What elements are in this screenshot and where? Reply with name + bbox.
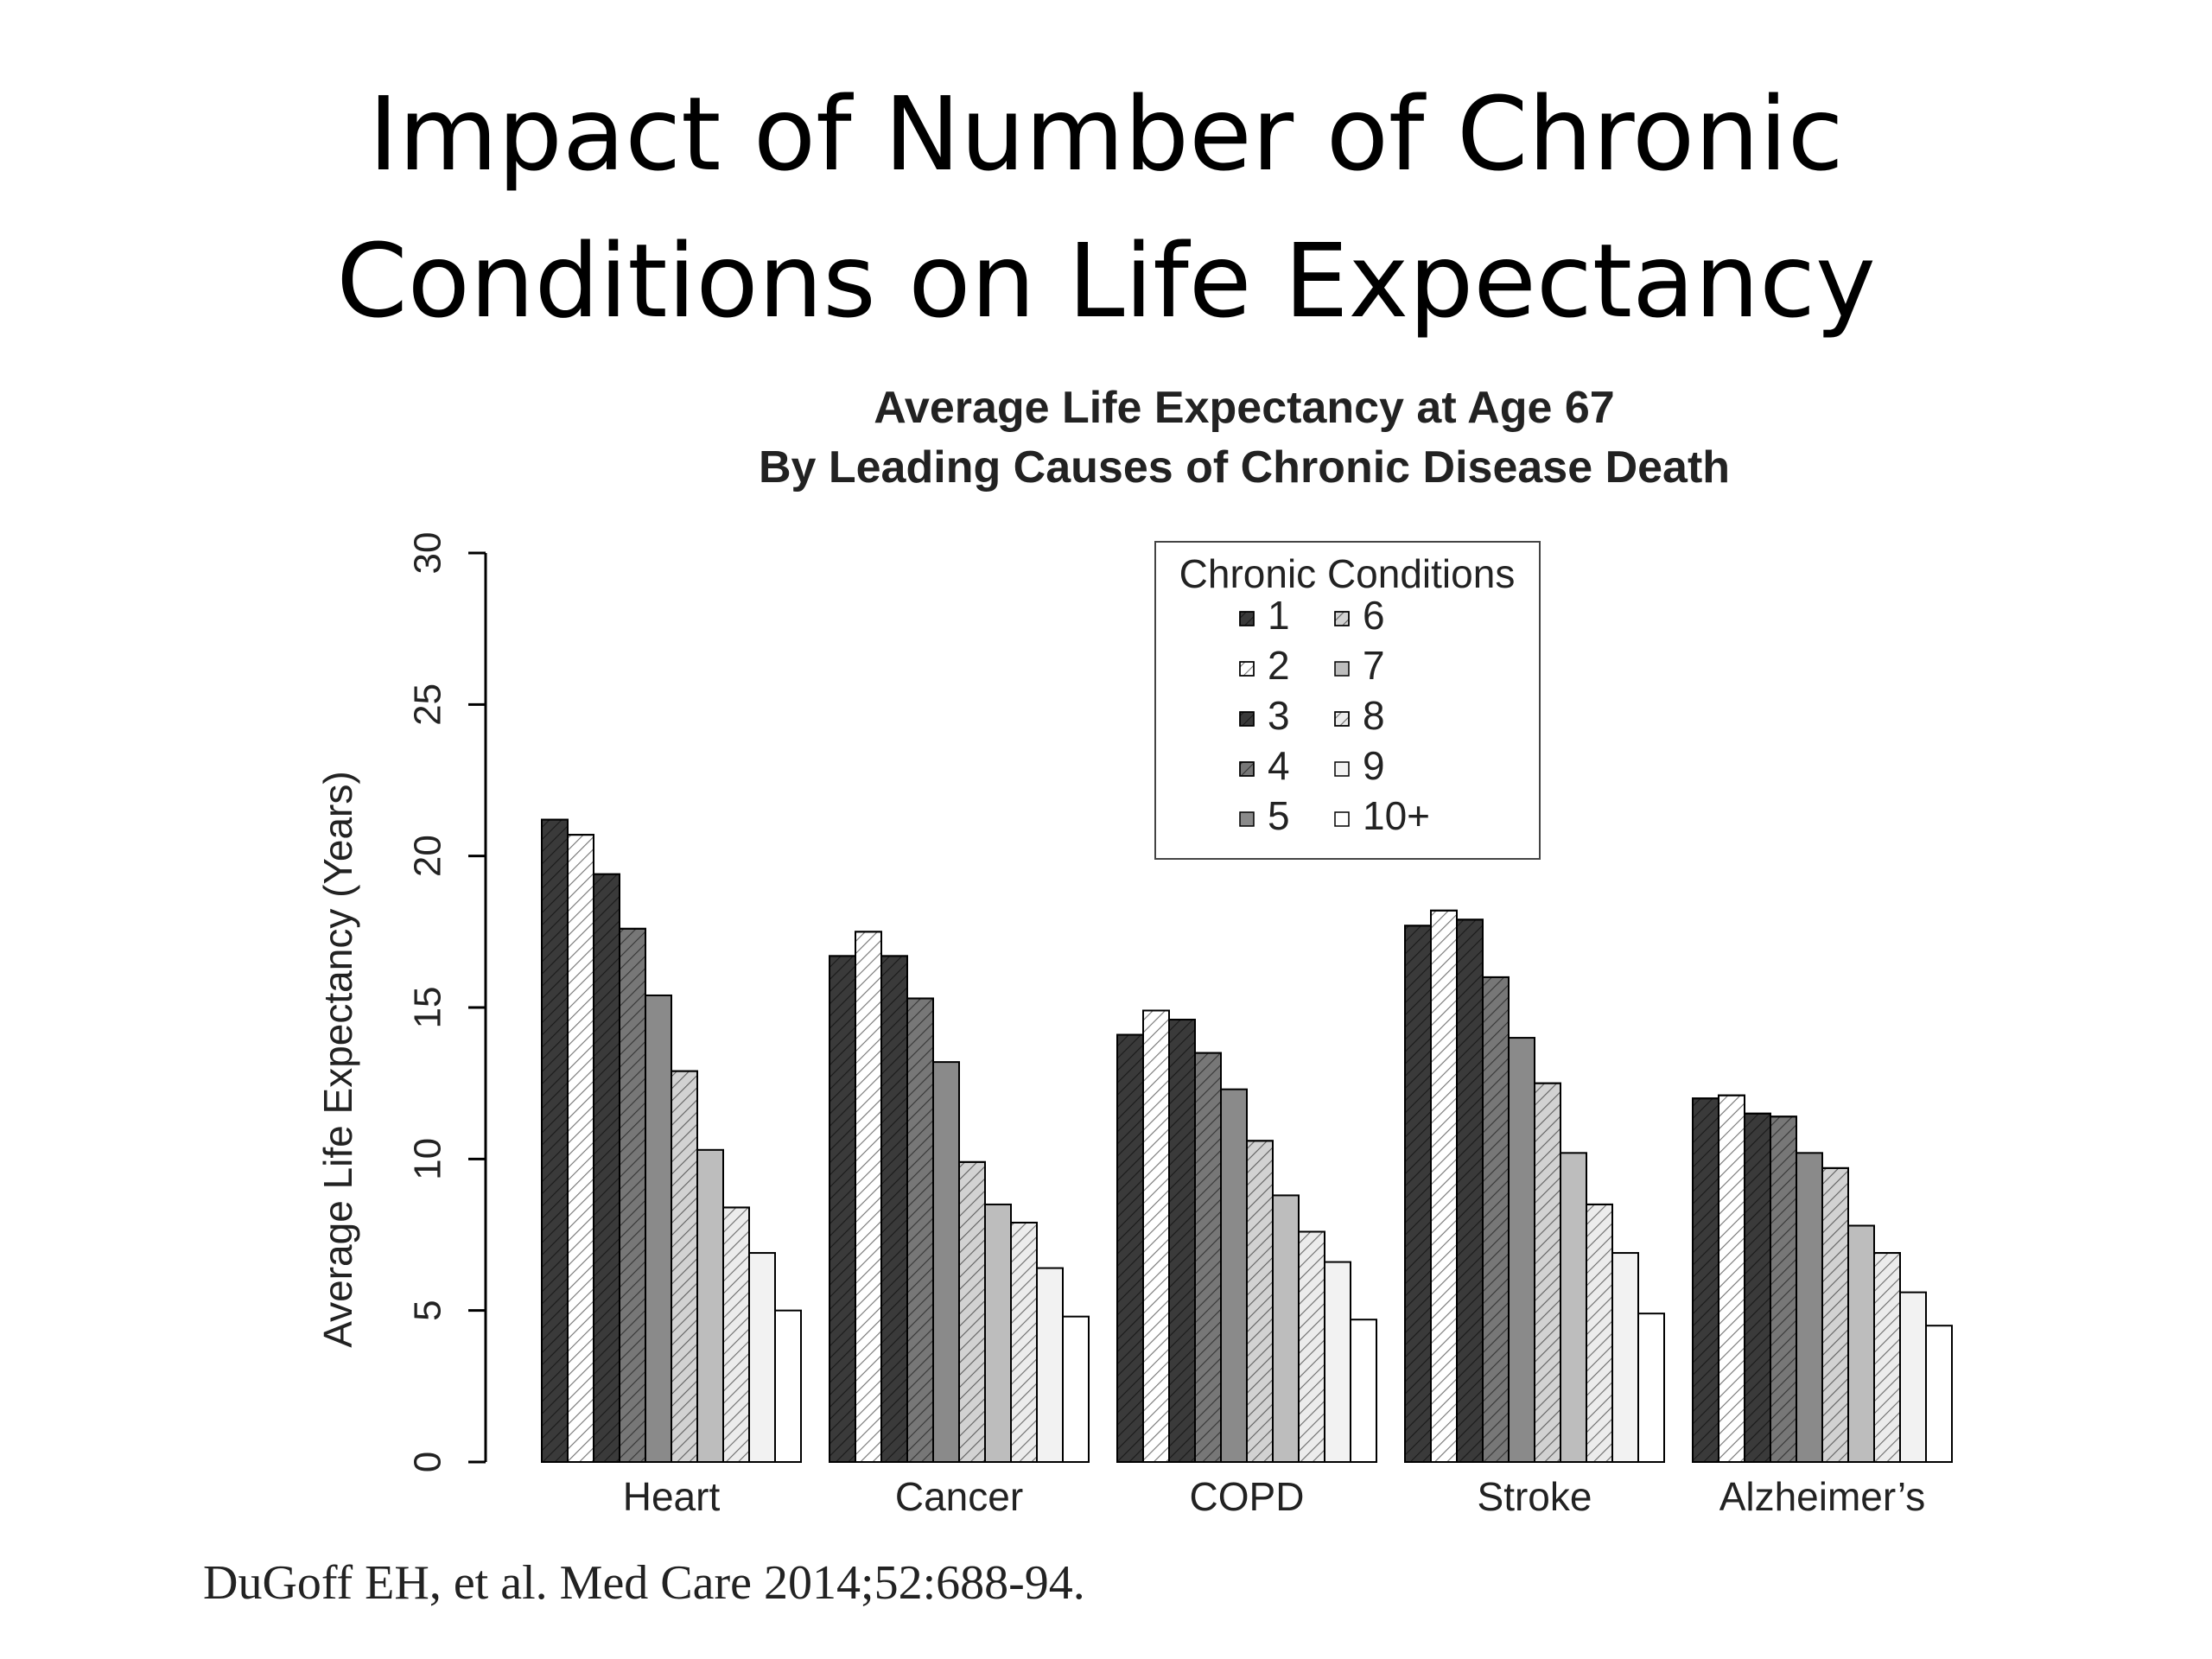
bar-copd-9 [1324,1261,1351,1464]
legend-label: 10+ [1363,793,1430,838]
x-axis: Heart Cancer COPD Stroke Alzheimer’s [623,1474,1926,1519]
bar-hatch-overlay [1298,1230,1325,1463]
legend-label: 5 [1268,793,1290,838]
bar-heart-5 [645,994,672,1464]
legend-label: 7 [1363,643,1385,688]
bar-hatch-overlay [1142,1009,1170,1464]
slide-title: Impact of Number of Chronic Conditions o… [0,60,2212,354]
x-category-label: Cancer [895,1474,1023,1519]
bar-heart-9 [748,1252,776,1464]
bar-hatch-overlay [1482,976,1510,1463]
bar-copd-7 [1272,1194,1300,1463]
y-tick-label: 0 [407,1452,449,1472]
bar-cancer-9 [1036,1267,1064,1464]
legend-label: 8 [1363,693,1385,738]
x-category-label: COPD [1190,1474,1305,1519]
legend-box [1154,541,1541,860]
bar-stroke-7 [1560,1152,1587,1463]
legend-swatch-hatch [1239,711,1255,727]
bar-stroke-5 [1508,1037,1535,1463]
legend-label: 3 [1268,693,1290,738]
bar-alzheimers-5 [1796,1152,1823,1463]
x-category-label: Heart [623,1474,721,1519]
bar-hatch-overlay [829,955,856,1464]
y-tick-label: 25 [407,683,449,726]
bar-hatch-overlay [722,1206,750,1463]
bar-cancer-10plus [1062,1315,1090,1464]
bar-hatch-overlay [1194,1052,1222,1463]
bar-stroke-10plus [1637,1313,1665,1463]
legend-swatch-hatch [1239,761,1255,777]
bar-hatch-overlay [880,955,908,1464]
bars-group [541,818,1953,1464]
legend-swatch-hatch [1239,611,1255,626]
x-category-label: Alzheimer’s [1719,1474,1926,1519]
legend-label: 2 [1268,643,1290,688]
legend-swatch [1334,761,1350,777]
y-tick-label: 30 [407,532,449,575]
bar-hatch-overlay [593,873,620,1463]
bar-hatch-overlay [1692,1097,1719,1463]
bar-heart-10plus [774,1309,802,1463]
slide-title-line-1: Impact of Number of Chronic [368,74,1844,194]
legend-label: 4 [1268,743,1290,788]
bar-hatch-overlay [1534,1082,1561,1463]
bar-hatch-overlay [1744,1112,1771,1463]
bar-hatch-overlay [541,818,569,1463]
bar-copd-10plus [1350,1319,1377,1463]
bar-copd-5 [1220,1088,1248,1464]
chart-title: Average Life Expectancy at Age 67 By Lea… [622,378,1866,498]
bar-hatch-overlay [619,927,646,1463]
bar-alzheimers-9 [1899,1291,1927,1464]
y-tick-label: 5 [407,1300,449,1320]
bar-cancer-5 [932,1061,960,1463]
y-tick-label: 20 [407,835,449,877]
bar-hatch-overlay [1246,1140,1274,1463]
bar-hatch-overlay [855,931,882,1464]
bar-hatch-overlay [1404,925,1432,1463]
bar-alzheimers-7 [1847,1224,1875,1463]
legend-title: Chronic Conditions [1179,551,1516,596]
legend-label: 1 [1268,593,1290,638]
bar-hatch-overlay [1770,1116,1797,1463]
legend-label: 9 [1363,743,1385,788]
y-axis-label: Average Life Expectancy (Years) [315,771,360,1347]
y-tick-label: 10 [407,1138,449,1180]
bar-hatch-overlay [1873,1252,1901,1464]
citation: DuGoff EH, et al. Med Care 2014;52:688-9… [203,1556,1085,1610]
bar-hatch-overlay [1456,918,1484,1463]
bar-hatch-overlay [906,997,934,1463]
x-category-label: Stroke [1478,1474,1592,1519]
bar-hatch-overlay [1586,1203,1613,1464]
bar-hatch-overlay [1718,1094,1745,1464]
legend-swatch-hatch [1334,711,1350,727]
bar-cancer-7 [984,1203,1012,1464]
bar-hatch-overlay [1821,1166,1849,1464]
bar-heart-7 [696,1148,724,1464]
chart-title-line-2: By Leading Causes of Chronic Disease Dea… [758,442,1731,493]
bar-hatch-overlay [567,834,594,1463]
bar-hatch-overlay [1010,1221,1038,1464]
slide-title-line-2: Conditions on Life Expectancy [336,221,1876,340]
bar-hatch-overlay [671,1070,698,1463]
legend-label: 6 [1363,593,1385,638]
legend-swatch [1239,811,1255,827]
legend-swatch-hatch [1239,661,1255,677]
legend-swatch [1334,811,1350,827]
bar-stroke-9 [1611,1252,1639,1464]
bar-hatch-overlay [958,1160,986,1463]
bar-hatch-overlay [1168,1019,1196,1463]
legend-swatch [1334,661,1350,677]
bar-hatch-overlay [1430,909,1458,1463]
legend-swatch-hatch [1334,611,1350,626]
chart-title-line-1: Average Life Expectancy at Age 67 [874,383,1615,433]
bar-alzheimers-10plus [1925,1325,1953,1463]
y-tick-label: 15 [407,987,449,1029]
bar-hatch-overlay [1116,1033,1144,1464]
y-axis: 0 5 10 15 20 25 30 Average Life Expectancy (Yea… [315,532,487,1472]
